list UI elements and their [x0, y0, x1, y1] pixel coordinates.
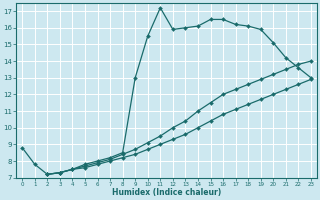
- X-axis label: Humidex (Indice chaleur): Humidex (Indice chaleur): [112, 188, 221, 197]
